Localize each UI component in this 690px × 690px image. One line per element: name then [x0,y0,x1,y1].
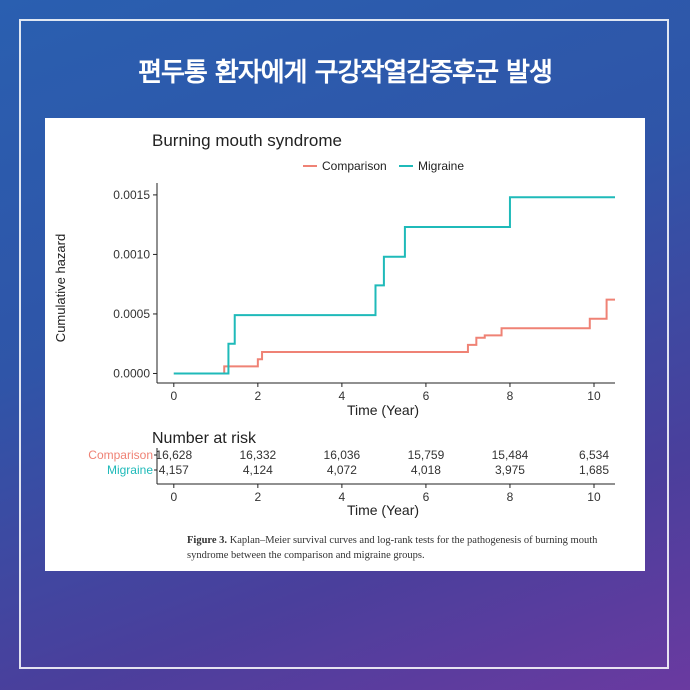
risk-x-tick-label: 0 [170,490,177,504]
legend-migraine-label: Migraine [418,159,464,173]
risk-x-tick-label: 10 [587,490,601,504]
y-tick-label: 0.0000 [113,366,150,380]
y-axis-label: Cumulative hazard [53,234,68,342]
risk-cell: 15,484 [492,448,529,462]
page-headline: 편두통 환자에게 구강작열감증후군 발생 [138,58,553,88]
risk-cell: 1,685 [579,463,609,477]
plot-area: 0.0000 0.0005 0.0010 0.0015 0 2 4 6 8 10 [113,183,615,403]
risk-cell: 6,534 [579,448,609,462]
curve-comparison [173,298,615,375]
caption-label: Figure 3. [187,535,228,546]
km-chart: Burning mouth syndrome Comparison Migrai… [53,131,615,518]
x-tick-label: 4 [339,389,346,403]
curve-migraine [173,196,615,375]
risk-row-label-migraine: Migraine [107,463,153,477]
legend-comparison-label: Comparison [322,159,387,173]
risk-row-label-comparison: Comparison [88,448,153,462]
risk-table-title: Number at risk [152,430,257,447]
risk-x-tick-label: 2 [255,490,262,504]
risk-cell: 4,072 [327,463,357,477]
risk-cell: 16,332 [239,448,276,462]
figure-card: Burning mouth syndrome Comparison Migrai… [45,118,645,571]
risk-x-tick-label: 6 [423,490,430,504]
y-tick-label: 0.0005 [113,307,150,321]
decorative-frame [19,19,669,669]
x-tick-label: 0 [170,389,177,403]
risk-cell: 15,759 [408,448,445,462]
risk-table: Comparison 16,628 16,332 16,036 15,759 15,484… [88,448,615,504]
risk-cell: 4,018 [411,463,441,477]
x-tick-label: 8 [507,389,514,403]
risk-x-axis-label: Time (Year) [347,502,419,518]
x-axis-label: Time (Year) [347,402,419,418]
y-tick-label: 0.0010 [113,247,150,261]
x-tick-label: 2 [255,389,262,403]
risk-x-tick-label: 8 [507,490,514,504]
chart-title: Burning mouth syndrome [152,131,342,150]
x-tick-label: 10 [587,389,601,403]
risk-cell: 16,036 [324,448,361,462]
y-tick-label: 0.0015 [113,188,150,202]
risk-cell: 3,975 [495,463,525,477]
risk-cell: 16,628 [155,448,192,462]
risk-cell: 4,124 [243,463,273,477]
risk-x-tick-label: 4 [339,490,346,504]
legend: Comparison Migraine [303,159,464,173]
caption-text: Kaplan–Meier survival curves and log-ran… [187,535,598,561]
risk-cell: 4,157 [159,463,189,477]
figure-caption: Figure 3. Kaplan–Meier survival curves a… [187,533,637,563]
x-tick-label: 6 [423,389,430,403]
